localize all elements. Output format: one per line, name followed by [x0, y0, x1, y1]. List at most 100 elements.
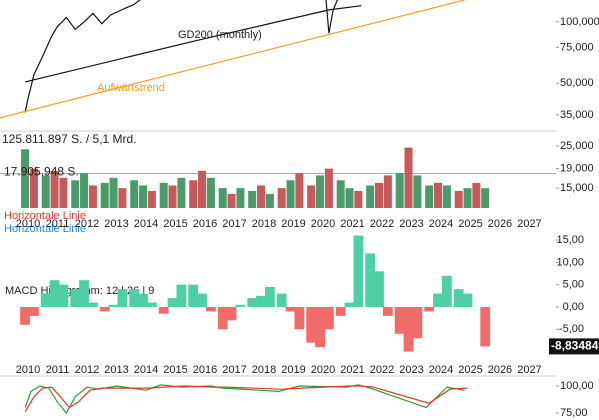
bar	[365, 253, 376, 307]
bar	[383, 175, 392, 208]
bar	[247, 298, 258, 307]
x-tick-label: 2021	[340, 364, 364, 376]
bar	[441, 275, 452, 307]
bar	[227, 193, 236, 208]
y-tick-label: 5,00	[563, 279, 584, 291]
ref-label: 17.905.948 S.	[4, 165, 79, 179]
bar	[434, 182, 443, 208]
bar	[139, 185, 148, 208]
bar	[286, 180, 295, 208]
x-tick-label: 2012	[75, 364, 99, 376]
bar	[226, 306, 237, 321]
bar	[20, 306, 30, 325]
bar	[264, 286, 275, 307]
x-tick-label: 2020	[311, 218, 335, 230]
bar	[404, 147, 413, 208]
y-tick-label: 100,00	[560, 380, 594, 392]
bar	[217, 306, 228, 330]
bar	[256, 295, 266, 307]
bar	[80, 173, 89, 208]
bar	[79, 280, 89, 307]
bar	[117, 289, 128, 307]
volume-title: 125.811.897 S. / 5,1 Mrd.	[2, 132, 137, 146]
y-tick-label: 50,000	[560, 77, 594, 89]
x-tick-label: 2019	[281, 218, 305, 230]
x-tick-label: 2010	[16, 364, 40, 376]
bar	[236, 188, 245, 208]
bar	[285, 306, 296, 312]
y-tick-label: -5,00	[559, 323, 584, 335]
bar	[138, 293, 148, 307]
bar	[306, 306, 317, 343]
bar	[108, 304, 119, 307]
x-tick-label: 2013	[104, 218, 128, 230]
bar	[394, 306, 405, 334]
bar	[50, 170, 59, 208]
y-tick-label: 75,000	[560, 41, 594, 53]
bar	[481, 188, 490, 208]
y-tick-label: 0,00	[563, 301, 584, 313]
x-tick-label: 2010	[16, 218, 40, 230]
bar	[168, 185, 177, 208]
bar	[374, 271, 384, 307]
bar	[315, 306, 325, 348]
bar	[118, 188, 127, 208]
bar	[21, 149, 30, 208]
bar	[413, 175, 422, 208]
y-tick-label: 35,000	[560, 109, 594, 121]
bar	[277, 188, 286, 208]
bar	[295, 173, 304, 208]
bar	[100, 182, 109, 208]
x-tick-label: 2018	[252, 218, 276, 230]
bar	[366, 185, 375, 208]
x-tick-label: 2022	[370, 218, 394, 230]
bar	[294, 306, 305, 330]
x-tick-label: 2023	[399, 364, 423, 376]
line	[24, 385, 468, 413]
x-tick-label: 2017	[222, 218, 246, 230]
x-tick-label: 2026	[488, 218, 512, 230]
bar	[354, 190, 363, 208]
bar	[323, 306, 334, 330]
x-tick-label: 2023	[399, 218, 423, 230]
bar	[41, 175, 50, 208]
bar	[353, 235, 364, 307]
value-tag-label: -8,83484	[551, 339, 599, 353]
bar	[88, 302, 98, 307]
bar	[345, 188, 354, 208]
bar	[472, 182, 481, 208]
bar	[29, 168, 38, 208]
legend-entry: Horizontale Linie	[4, 223, 86, 235]
x-tick-label: 2025	[458, 218, 482, 230]
x-tick-label: 2024	[429, 364, 453, 376]
x-tick-label: 2016	[193, 218, 217, 230]
x-tick-label: 2026	[488, 364, 512, 376]
bar	[71, 180, 80, 208]
annotation: Aufwärtstrend	[97, 82, 165, 94]
bar	[167, 298, 178, 307]
y-tick-label: 75,00	[560, 407, 588, 419]
bar	[188, 284, 199, 307]
bar	[248, 190, 257, 208]
bar	[433, 293, 443, 307]
bar	[198, 170, 207, 208]
x-tick-label: 2018	[252, 364, 276, 376]
bar	[316, 175, 325, 208]
bar	[480, 306, 491, 347]
bar	[218, 188, 227, 208]
bar	[463, 188, 472, 208]
x-tick-label: 2017	[222, 364, 246, 376]
x-tick-label: 2021	[340, 218, 364, 230]
bar	[58, 284, 69, 307]
bar	[197, 293, 207, 307]
bar	[265, 193, 274, 208]
legend-entry: Horizontale Linie	[4, 210, 86, 222]
bar	[59, 177, 68, 208]
bar	[453, 289, 464, 307]
bar	[324, 168, 333, 208]
bar	[147, 302, 157, 307]
line	[24, 5, 362, 83]
bar	[336, 180, 345, 208]
